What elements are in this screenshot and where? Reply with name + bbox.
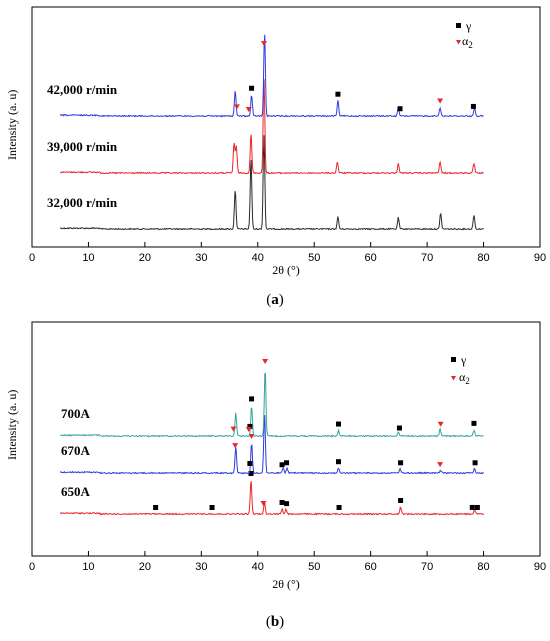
x-tick-label: 50 [308, 561, 320, 573]
alpha2-marker [260, 501, 267, 507]
panel-a-x-ticks: 0 10 20 30 40 50 60 70 80 90 [29, 242, 546, 264]
gamma-marker [335, 421, 341, 427]
x-tick-label: 60 [365, 252, 377, 264]
panel-b-legend: γ α2 [451, 353, 470, 386]
x-tick-label: 70 [421, 561, 433, 573]
panel-b-frame [31, 321, 541, 557]
x-tick-label: 10 [82, 561, 94, 573]
gamma-marker [471, 420, 477, 426]
alpha2-marker [437, 98, 444, 104]
series-line [59, 372, 484, 438]
gamma-marker [396, 425, 402, 431]
panel-b-x-axis-label: 2θ (°) [272, 577, 300, 591]
series-label: 42,000 r/min [47, 82, 118, 97]
panel-b-caption: (b) [266, 614, 284, 630]
series-line [59, 481, 484, 516]
panel-a-x-axis-label: 2θ (°) [272, 263, 300, 277]
gamma-marker [284, 501, 290, 507]
alpha2-marker [233, 104, 240, 110]
x-tick-label: 20 [139, 252, 151, 264]
x-tick-label: 10 [82, 252, 94, 264]
gamma-legend-label: γ [465, 19, 472, 33]
gamma-marker [249, 85, 255, 91]
panel-a-plot-area: 32,000 r/min 39,000 r/min 42,000 r/min [47, 34, 484, 231]
gamma-marker [209, 505, 215, 510]
panel-b-y-axis-label: Intensity (a. u) [5, 390, 19, 460]
gamma-legend-marker [451, 357, 456, 362]
x-tick-label: 40 [252, 561, 264, 573]
gamma-marker [247, 460, 253, 466]
gamma-marker [153, 505, 159, 510]
gamma-marker [472, 460, 478, 466]
alpha2-marker [437, 462, 444, 468]
panel-b-x-ticks: 0 10 20 30 40 50 60 70 80 90 [29, 551, 546, 573]
panel-a-y-axis-label: Intensity (a. u) [5, 90, 19, 160]
alpha2-legend-marker [456, 40, 461, 45]
alpha2-marker [248, 434, 255, 439]
gamma-marker [336, 505, 342, 510]
alpha2-marker [245, 426, 252, 432]
gamma-marker [335, 91, 341, 97]
x-tick-label: 40 [252, 252, 264, 264]
x-tick-label: 90 [534, 561, 546, 573]
panel-a: 0 10 20 30 40 50 60 70 80 90 32,000 r/min 39,000 r… [5, 6, 546, 308]
x-tick-label: 30 [195, 252, 207, 264]
gamma-marker [279, 462, 285, 468]
alpha2-marker [232, 443, 239, 449]
series-label: 670A [61, 443, 91, 458]
alpha2-legend-label: α2 [462, 34, 473, 50]
x-tick-label: 0 [29, 561, 35, 573]
gamma-marker [279, 499, 285, 505]
series-line [60, 79, 484, 175]
alpha2-marker [245, 106, 252, 112]
gamma-legend-marker [456, 23, 461, 28]
x-tick-label: 0 [29, 252, 35, 264]
series-label: 700A [61, 406, 91, 421]
x-tick-label: 80 [477, 252, 489, 264]
x-tick-label: 30 [195, 561, 207, 573]
gamma-marker [474, 504, 480, 510]
gamma-marker [398, 498, 404, 503]
panel-a-frame [31, 6, 541, 248]
panel-a-caption: (a) [266, 292, 284, 308]
x-tick-label: 90 [534, 252, 546, 264]
gamma-marker [284, 460, 290, 466]
gamma-marker [470, 103, 476, 109]
x-tick-label: 60 [365, 561, 377, 573]
gamma-legend-label: γ [460, 353, 467, 367]
alpha2-marker [437, 421, 444, 427]
alpha2-marker [262, 359, 269, 364]
gamma-marker [335, 459, 341, 465]
gamma-marker [398, 460, 404, 466]
alpha2-legend-label: α2 [459, 370, 470, 386]
series-label: 32,000 r/min [47, 195, 118, 210]
panel-a-legend: γ α2 [456, 19, 473, 50]
gamma-marker [469, 504, 475, 510]
series-line [59, 135, 484, 231]
x-tick-label: 50 [308, 252, 320, 264]
series-label: 650A [61, 484, 91, 499]
alpha2-legend-marker [451, 376, 456, 381]
x-tick-label: 70 [421, 252, 433, 264]
x-tick-label: 20 [139, 561, 151, 573]
gamma-marker [397, 106, 403, 112]
x-tick-label: 80 [477, 561, 489, 573]
series-line [59, 414, 484, 475]
series-line [59, 34, 484, 118]
panel-b: 0 10 20 30 40 50 60 70 80 90 650A 670A 700A Intensi… [5, 321, 546, 630]
panel-b-plot-area: 650A 670A 700A [59, 359, 484, 516]
gamma-marker [247, 423, 253, 429]
series-label: 39,000 r/min [47, 139, 118, 154]
alpha2-marker [230, 426, 237, 432]
gamma-marker [248, 471, 254, 476]
alpha2-marker [260, 41, 267, 47]
gamma-marker [249, 396, 255, 402]
